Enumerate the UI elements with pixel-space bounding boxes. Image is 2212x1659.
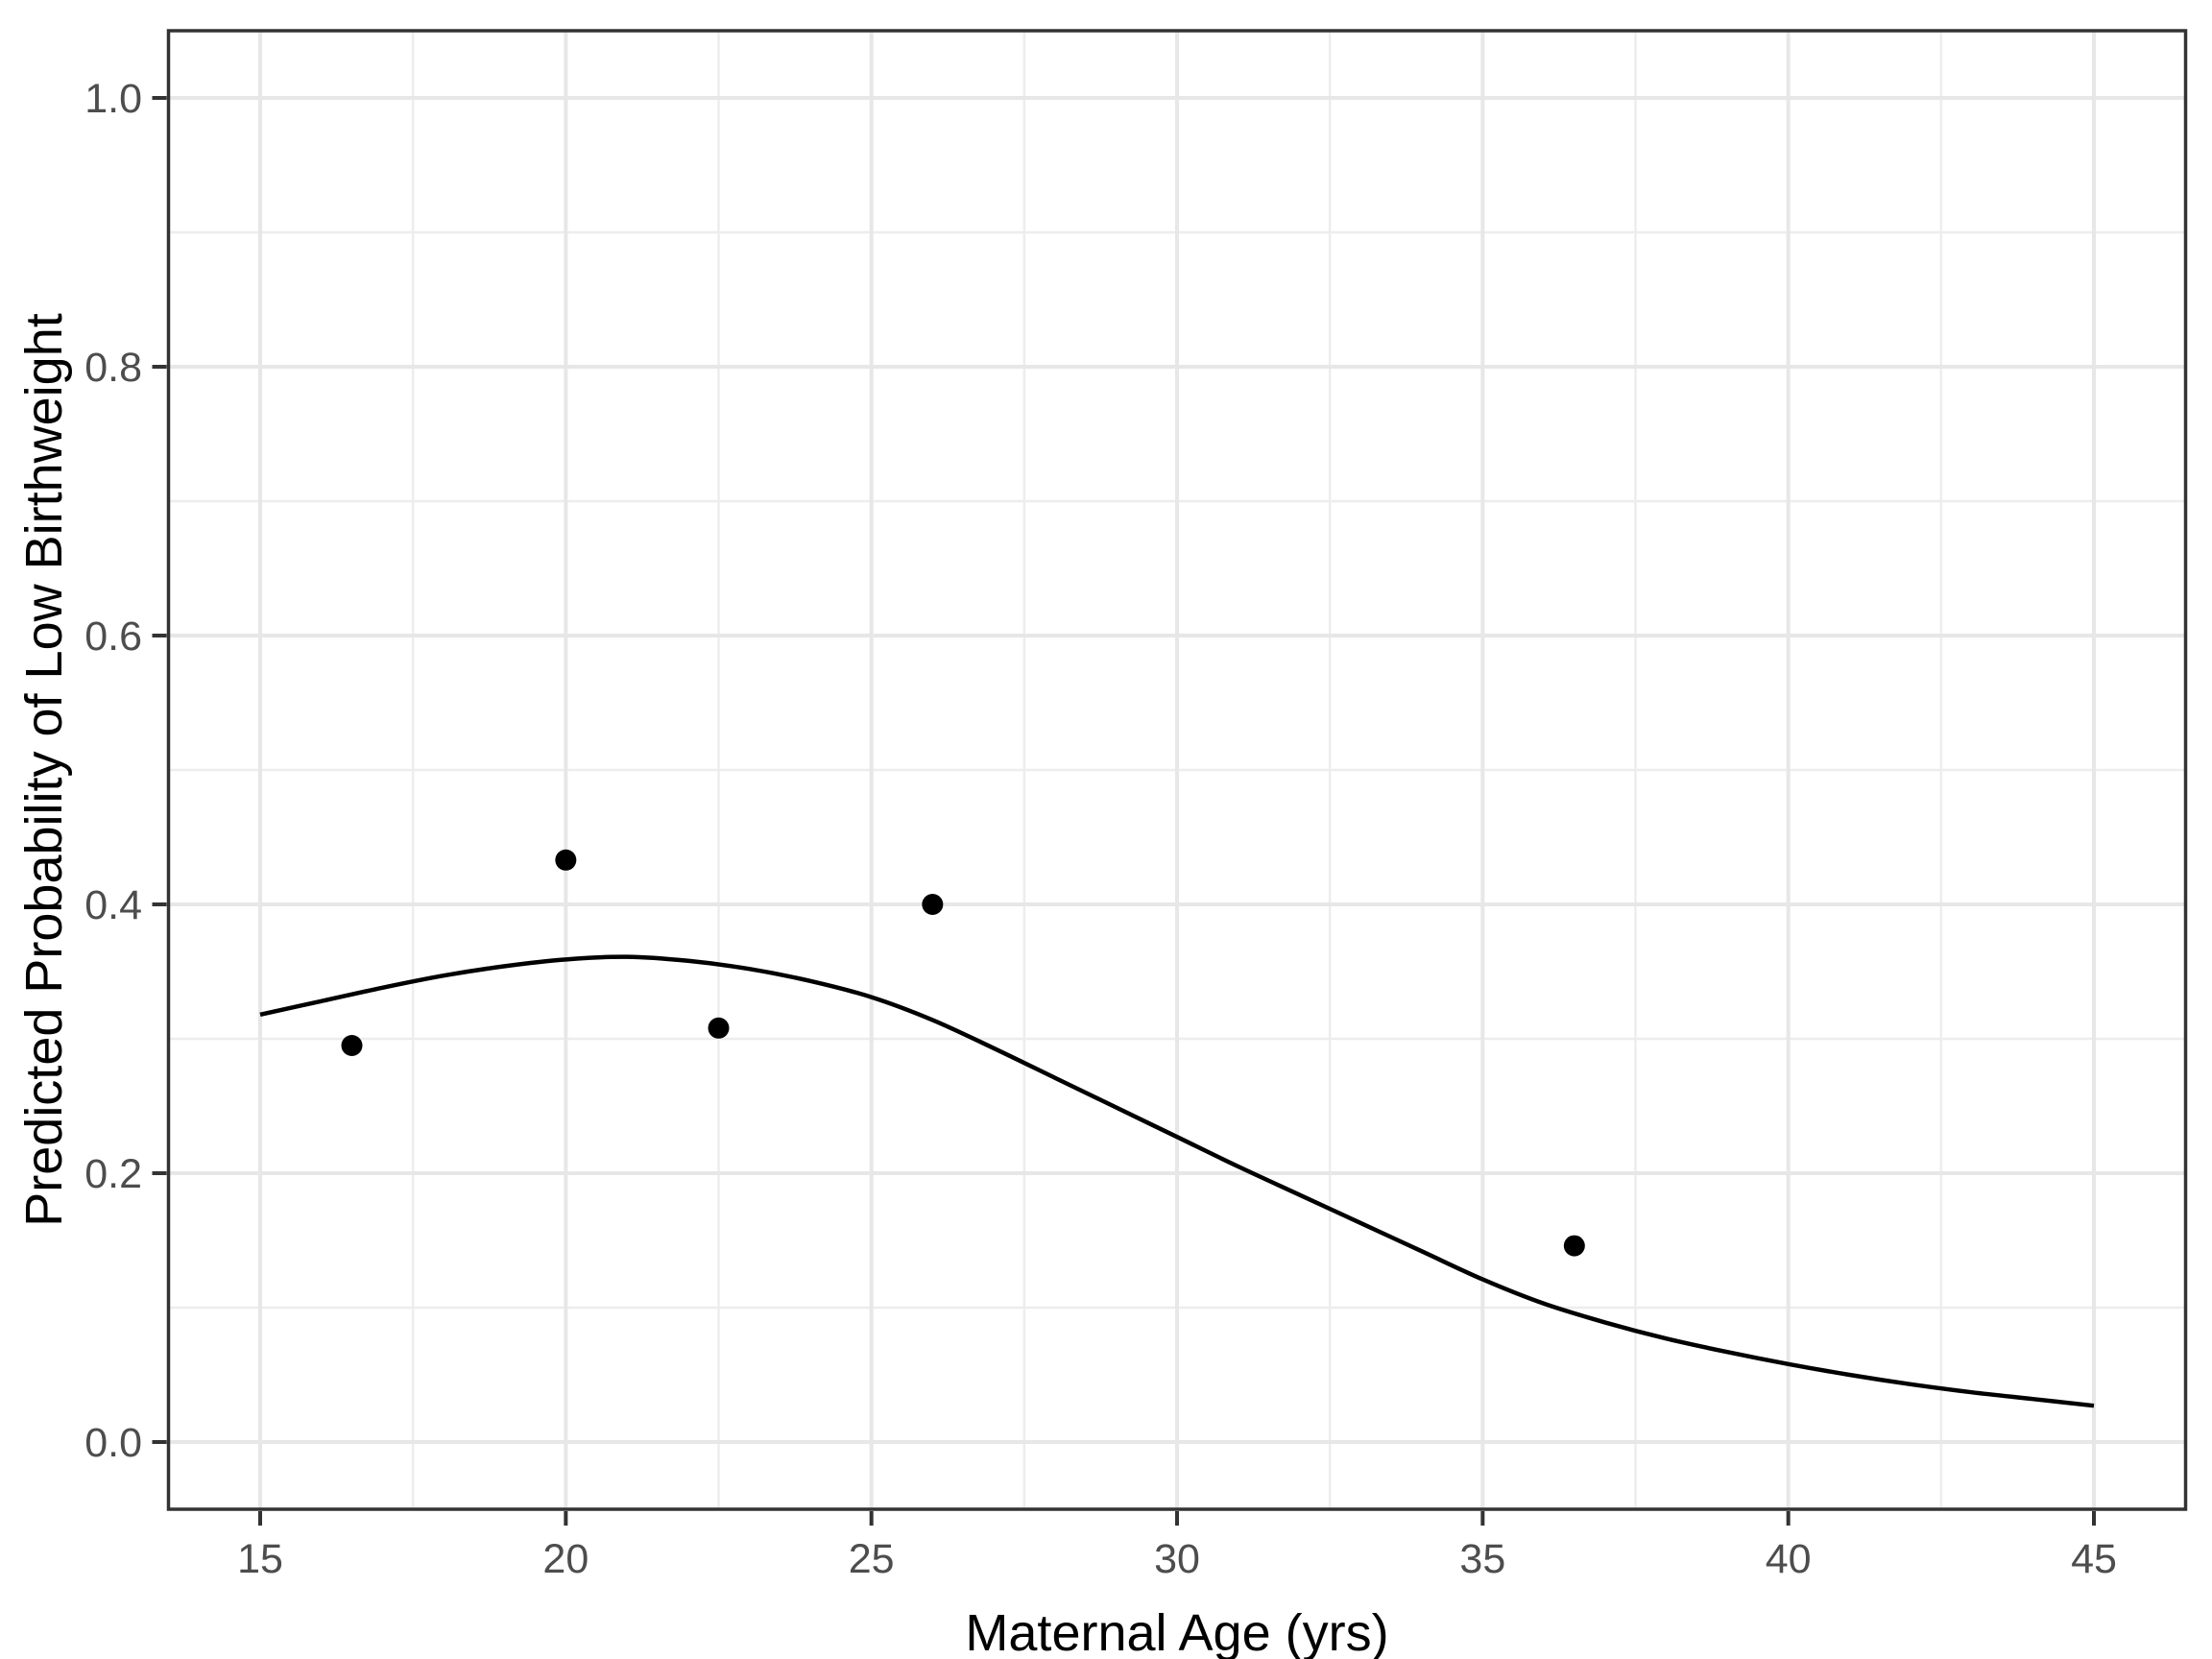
data-point: [922, 894, 944, 915]
x-tick-label: 15: [237, 1536, 283, 1582]
y-tick-label: 0.2: [84, 1151, 142, 1197]
x-tick-label: 20: [542, 1536, 589, 1582]
y-axis-title: Predicted Probability of Low Birthweight: [15, 313, 73, 1227]
x-axis-title: Maternal Age (yrs): [965, 1604, 1389, 1659]
fit-line: [259, 954, 2095, 1408]
data-point: [708, 1017, 730, 1039]
panel-border: [166, 29, 2188, 1511]
x-tick-label: 40: [1766, 1536, 1812, 1582]
y-tick-label: 0.0: [84, 1420, 142, 1466]
x-tick-label: 45: [2071, 1536, 2117, 1582]
x-tick-label: 25: [849, 1536, 895, 1582]
y-tick-label: 1.0: [84, 76, 142, 122]
y-tick-label: 0.6: [84, 613, 142, 660]
y-tick-label: 0.8: [84, 345, 142, 391]
data-point: [1563, 1235, 1585, 1257]
x-tick-label: 35: [1459, 1536, 1505, 1582]
data-point: [555, 849, 577, 871]
x-tick-label: 30: [1154, 1536, 1200, 1582]
data-point: [341, 1035, 363, 1056]
y-tick-label: 0.4: [84, 882, 142, 928]
